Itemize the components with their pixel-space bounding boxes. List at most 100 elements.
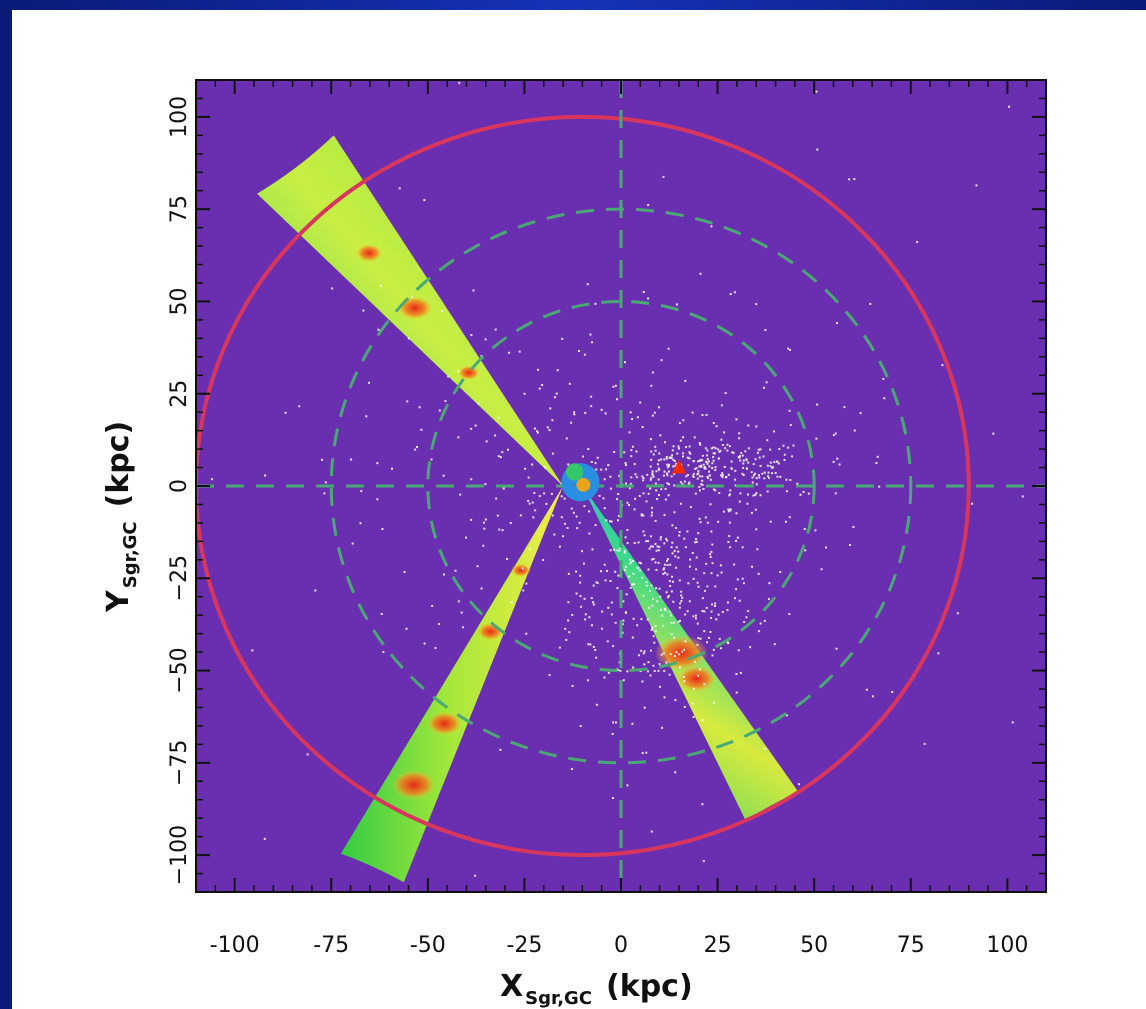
star-point [630,455,633,458]
star-point [659,608,662,611]
star-point [667,465,670,468]
star-point [567,601,570,604]
star-point [646,473,649,476]
star-point [681,455,684,458]
star-point [742,474,745,477]
star-point [643,534,646,537]
star-point [707,636,710,639]
star-point [420,428,423,431]
star-point [580,605,583,608]
star-point [673,473,676,476]
star-point [647,568,650,571]
star-point [679,666,682,669]
star-point [442,474,445,477]
star-point [696,477,699,480]
star-point [669,563,672,566]
star-point [263,837,266,840]
star-point [695,540,698,543]
star-point [628,487,631,490]
star-point [757,474,760,477]
star-point [592,601,595,604]
star-point [673,459,676,462]
star-point [527,476,530,479]
star-point [613,450,616,453]
star-point [734,478,737,481]
star-point [647,297,650,300]
star-point [605,569,608,572]
star-point [712,648,715,651]
star-point [772,466,775,469]
star-point [734,484,737,487]
star-point [727,508,730,511]
star-point [588,532,591,535]
x-axis-subscript: Sgr,GC [525,988,592,1009]
star-point [654,542,657,545]
star-point [686,530,689,533]
star-point [769,465,772,468]
star-point [639,401,642,404]
star-point [660,458,663,461]
star-point [667,494,670,497]
star-point [663,571,666,574]
star-point [595,468,598,471]
star-point [626,501,629,504]
star-point [626,528,629,531]
star-point [683,705,686,708]
star-point [609,475,612,478]
star-point [575,592,578,595]
star-point [707,460,710,463]
star-point [820,568,823,571]
star-point [789,424,792,427]
star-point [660,653,663,656]
star-point [726,443,729,446]
star-point [710,225,713,228]
star-point [596,581,599,584]
star-point [563,497,566,500]
star-point [762,386,765,389]
star-point [739,671,742,674]
star-point [616,519,619,522]
star-point [614,384,617,387]
star-point [685,475,688,478]
star-point [579,574,582,577]
star-point [671,524,674,527]
y-tick-label: 100 [167,96,192,138]
star-point [673,484,676,487]
y-tick-label: −25 [167,555,192,601]
star-point [616,587,619,590]
star-point [460,611,463,614]
star-point [362,309,365,312]
star-point [815,437,818,440]
star-point [592,603,595,606]
star-point [534,509,537,512]
star-point [554,396,557,399]
star-point [700,465,703,468]
y-axis-title: YSgr,GC (kpc) [101,421,141,613]
star-point [476,565,479,568]
star-point [755,425,758,428]
star-point [612,645,615,648]
star-point [590,405,593,408]
star-point [643,663,646,666]
star-point [639,562,642,565]
star-point [583,505,586,508]
star-point [715,425,718,428]
star-point [666,463,669,466]
star-point [703,467,706,470]
star-point [787,446,790,449]
star-point [675,303,678,306]
density-peak-5 [397,296,433,321]
star-point [665,661,668,664]
star-point [650,628,653,631]
star-point [733,291,736,294]
star-point [610,613,613,616]
star-point [589,333,592,336]
star-point [537,368,540,371]
star-point [661,614,664,617]
star-point [1011,721,1014,724]
star-point [738,500,741,503]
y-axis-subscript: Sgr,GC [120,521,141,588]
star-point [607,671,610,674]
star-point [457,436,460,439]
star-point [454,569,457,572]
